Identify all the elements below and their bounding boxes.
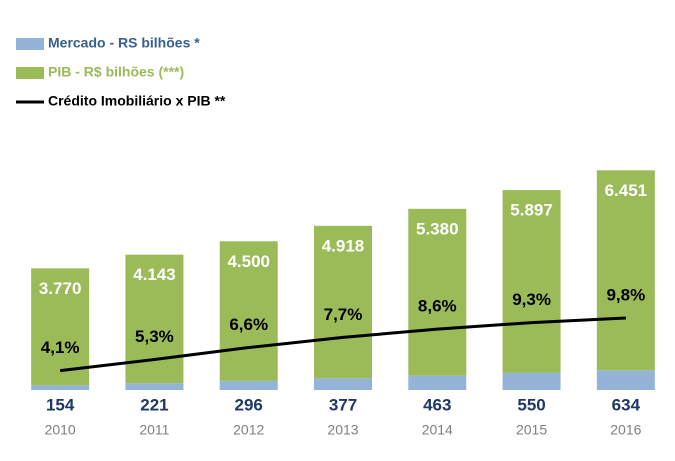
x-tick-label: 2010 — [45, 422, 76, 438]
bar-segment — [125, 383, 184, 390]
bar-segment — [314, 225, 372, 379]
legend-label: Mercado - RS bilhões * — [48, 35, 200, 51]
line-label: 7,7% — [324, 305, 363, 324]
bar-segment — [31, 385, 90, 390]
line-series — [59, 316, 626, 373]
line-label: 4,1% — [41, 338, 80, 357]
bar-label: 463 — [423, 395, 451, 414]
bar-label: 154 — [46, 395, 75, 414]
bar-segment — [596, 170, 655, 371]
legend-swatch — [16, 38, 44, 50]
line-label: 9,8% — [606, 285, 645, 304]
bar-segment — [502, 190, 561, 373]
x-tick-label: 2012 — [233, 422, 264, 438]
legend-swatch — [16, 67, 44, 79]
bar-label: 4.500 — [227, 252, 270, 271]
bar-label: 377 — [329, 395, 357, 414]
bar-segment — [502, 372, 561, 390]
bar-segment — [219, 380, 278, 390]
line-label: 9,3% — [512, 290, 551, 309]
bar-segment — [31, 268, 90, 386]
line-label: 8,6% — [418, 297, 457, 316]
bar-label: 6.451 — [605, 181, 648, 200]
bar-segment — [219, 241, 278, 381]
legend-label: Crédito Imobiliário x PIB ** — [48, 93, 226, 109]
x-tick-label: 2015 — [516, 422, 547, 438]
line-label: 5,3% — [135, 327, 174, 346]
bar-label: 634 — [612, 395, 641, 414]
x-tick-label: 2016 — [610, 422, 641, 438]
bar-label: 550 — [517, 395, 545, 414]
bar-label: 296 — [235, 395, 263, 414]
bar-label: 4.918 — [322, 236, 365, 255]
line-label: 6,6% — [229, 315, 268, 334]
bar-label: 5.380 — [416, 219, 459, 238]
bar-segment — [408, 375, 467, 390]
x-tick-label: 2014 — [422, 422, 453, 438]
x-tick-label: 2011 — [139, 422, 169, 438]
legend-label: PIB - R$ bilhões (***) — [48, 64, 184, 80]
bar-segment — [314, 378, 372, 390]
bar-label: 221 — [140, 395, 168, 414]
bar-label: 3.770 — [39, 279, 82, 298]
bar-label: 5.897 — [510, 201, 553, 220]
bar-segment — [596, 370, 655, 390]
bar-segment — [408, 208, 467, 376]
bar-label: 4.143 — [133, 265, 176, 284]
x-tick-label: 2013 — [327, 422, 358, 438]
